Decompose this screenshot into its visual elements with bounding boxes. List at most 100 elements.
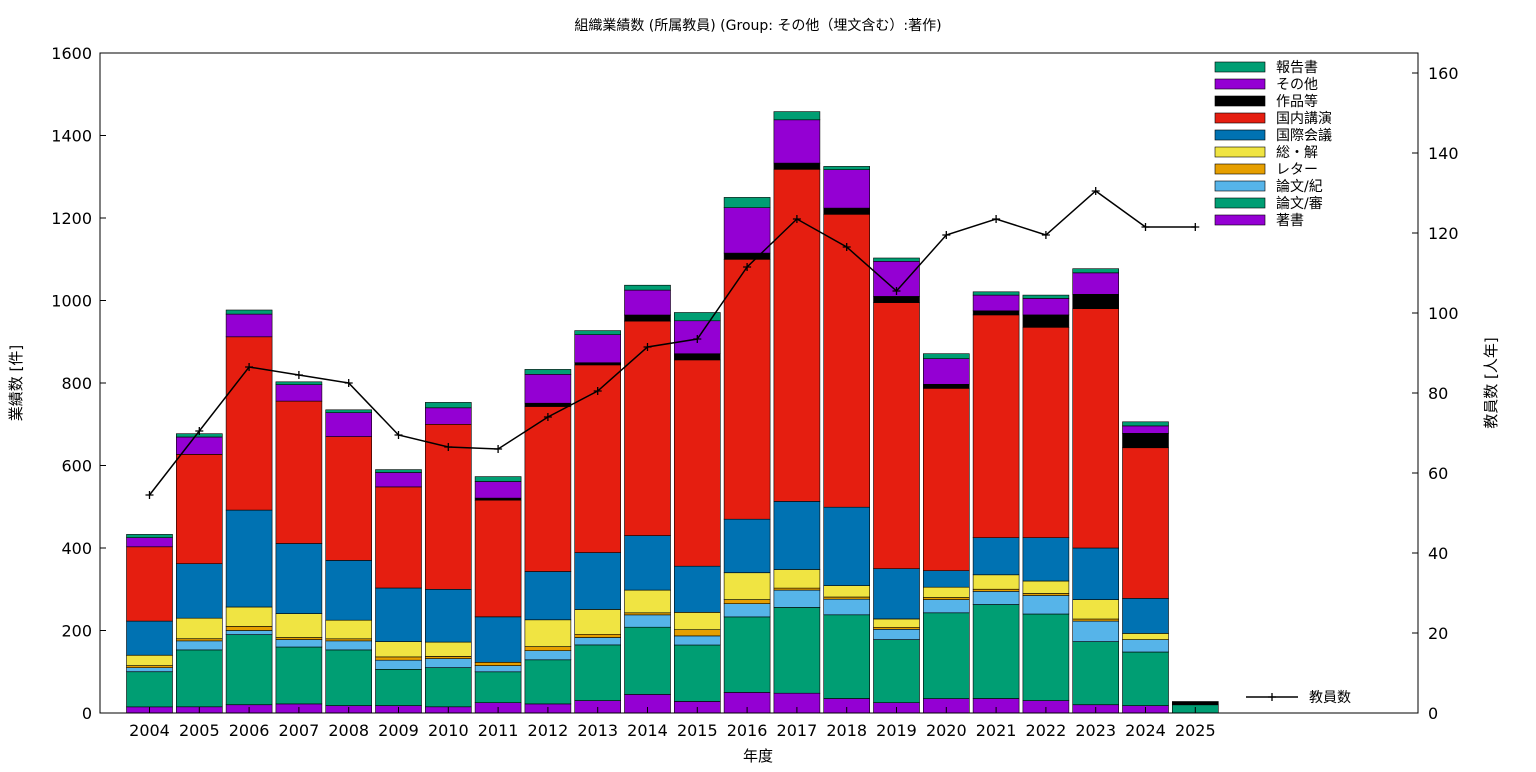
bar-segment-2023-s8 (1072, 272, 1119, 295)
bar-segment-2008-s1 (325, 649, 373, 706)
bar-segment-2008-s4 (325, 619, 373, 640)
bar-segment-2023-s1 (1072, 641, 1119, 705)
y-tick-label: 1600 (51, 44, 92, 63)
bar-segment-2017-s6 (773, 169, 821, 502)
x-tick-label: 2006 (229, 721, 270, 740)
bar-segment-2007-s6 (275, 400, 323, 544)
bar-segment-2015-s6 (673, 359, 721, 567)
staff-count-point-2005 (195, 427, 204, 435)
legend-swatch-2 (1214, 180, 1266, 192)
y-tick-label: 0 (82, 704, 92, 723)
bar-segment-2021-s7 (972, 310, 1020, 316)
bar-segment-2007-s8 (275, 384, 323, 402)
bar-segment-2017-s5 (773, 501, 821, 570)
legend-label-2: 論文/紀 (1276, 179, 1323, 195)
staff-count-point-2020 (942, 231, 951, 239)
bar-segment-2012-s1 (524, 659, 572, 705)
bar-segment-2021-s9 (972, 291, 1020, 296)
y-tick-label: 1200 (51, 209, 92, 228)
x-tick-label: 2021 (976, 721, 1017, 740)
bar-segment-2020-s8 (922, 358, 970, 385)
bar-segment-2013-s7 (574, 362, 622, 366)
y2-tick-label: 120 (1428, 224, 1459, 243)
bar-segment-2024-s4 (1122, 633, 1169, 640)
bar-segment-2020-s9 (922, 353, 970, 360)
bar-segment-2005-s2 (176, 640, 223, 651)
bar-segment-2009-s9 (375, 469, 422, 473)
y2-axis-label: 教員数 [人年] (1482, 337, 1500, 428)
bar-segment-2019-s1 (873, 639, 920, 703)
x-tick-label: 2025 (1175, 721, 1216, 740)
bar-segment-2006-s6 (225, 336, 273, 511)
staff-count-line (148, 190, 1196, 496)
bar-segment-2006-s1 (225, 634, 273, 705)
bar-segment-2015-s7 (673, 353, 721, 361)
bar-segment-2006-s8 (225, 313, 273, 338)
bar-segment-2023-s6 (1072, 308, 1119, 549)
staff-count-point-2025 (1191, 223, 1200, 231)
bar-segment-2015-s4 (673, 612, 721, 631)
bar-segment-2005-s1 (176, 649, 223, 708)
bar-segment-2022-s7 (1022, 314, 1070, 328)
bar-segment-2008-s9 (325, 409, 373, 413)
bar-segment-2023-s7 (1072, 293, 1119, 309)
staff-count-point-2023 (1091, 187, 1100, 195)
bar-segment-2015-s8 (673, 320, 721, 355)
legend-label-7: 作品等 (1276, 93, 1318, 110)
bar-segment-2019-s9 (873, 257, 920, 262)
bar-segment-2009-s8 (375, 472, 422, 488)
x-tick-label: 2010 (428, 721, 469, 740)
staff-count-point-2022 (1041, 231, 1050, 239)
bar-segment-2005-s3 (176, 638, 223, 642)
staff-count-point-2017 (792, 215, 801, 223)
bar-segment-2016-s8 (723, 207, 771, 254)
bar-segment-2018-s8 (823, 169, 871, 209)
bar-segment-2021-s5 (972, 537, 1020, 576)
bar-segment-2006-s9 (225, 309, 273, 315)
bar-segment-2012-s6 (524, 406, 572, 572)
bar-segment-2008-s2 (325, 640, 373, 651)
bar-segment-2018-s9 (823, 166, 871, 170)
bar-segment-2008-s8 (325, 412, 373, 437)
bar-segment-2017-s7 (773, 162, 821, 170)
y2-tick-label: 100 (1428, 304, 1459, 323)
bar-segment-2018-s3 (823, 596, 871, 600)
bar-segment-2004-s5 (126, 620, 173, 656)
bar-segment-2010-s2 (424, 658, 472, 668)
staff-count-point-2019 (892, 287, 901, 295)
legend-swatch-4 (1214, 146, 1266, 158)
bar-segment-2016-s3 (723, 599, 771, 604)
bar-segment-2014-s8 (624, 289, 671, 316)
bar-segment-2018-s4 (823, 585, 871, 598)
bar-segment-2004-s3 (126, 665, 173, 668)
bar-segment-2021-s8 (972, 294, 1020, 312)
bar-segment-2011-s3 (474, 661, 522, 666)
bar-segment-2016-s2 (723, 603, 771, 618)
bar-segment-2011-s8 (474, 481, 522, 499)
staff-count-point-2024 (1141, 223, 1150, 231)
bar-segment-2009-s2 (375, 659, 422, 670)
bar-segment-2014-s7 (624, 314, 671, 322)
bar-segment-2006-s2 (225, 630, 273, 635)
bar-segment-2023-s3 (1072, 618, 1119, 622)
bar-segment-2004-s4 (126, 654, 173, 666)
bar-segment-2019-s4 (873, 618, 920, 628)
legend-swatch-3 (1214, 163, 1266, 175)
bar-segment-2015-s5 (673, 565, 721, 613)
bar-segment-2019-s6 (873, 302, 920, 570)
x-tick-label: 2005 (179, 721, 220, 740)
bar-segment-2020-s6 (922, 388, 970, 571)
bar-segment-2007-s9 (275, 381, 323, 385)
bar-segment-2024-s6 (1122, 447, 1169, 599)
x-tick-label: 2007 (279, 721, 320, 740)
bar-segment-2024-s5 (1122, 597, 1169, 634)
x-tick-label: 2014 (627, 721, 668, 740)
x-tick-label: 2015 (677, 721, 718, 740)
x-tick-label: 2008 (328, 721, 369, 740)
staff-count-point-2012 (543, 413, 552, 421)
bar-segment-2017-s2 (773, 589, 821, 608)
bar-segment-2013-s8 (574, 334, 622, 364)
bar-segment-2019-s7 (873, 296, 920, 303)
axes-layer: 0 200 400 600 800 1000 1200 1400 1600 0 20 40 60 80 10… (51, 44, 1458, 740)
